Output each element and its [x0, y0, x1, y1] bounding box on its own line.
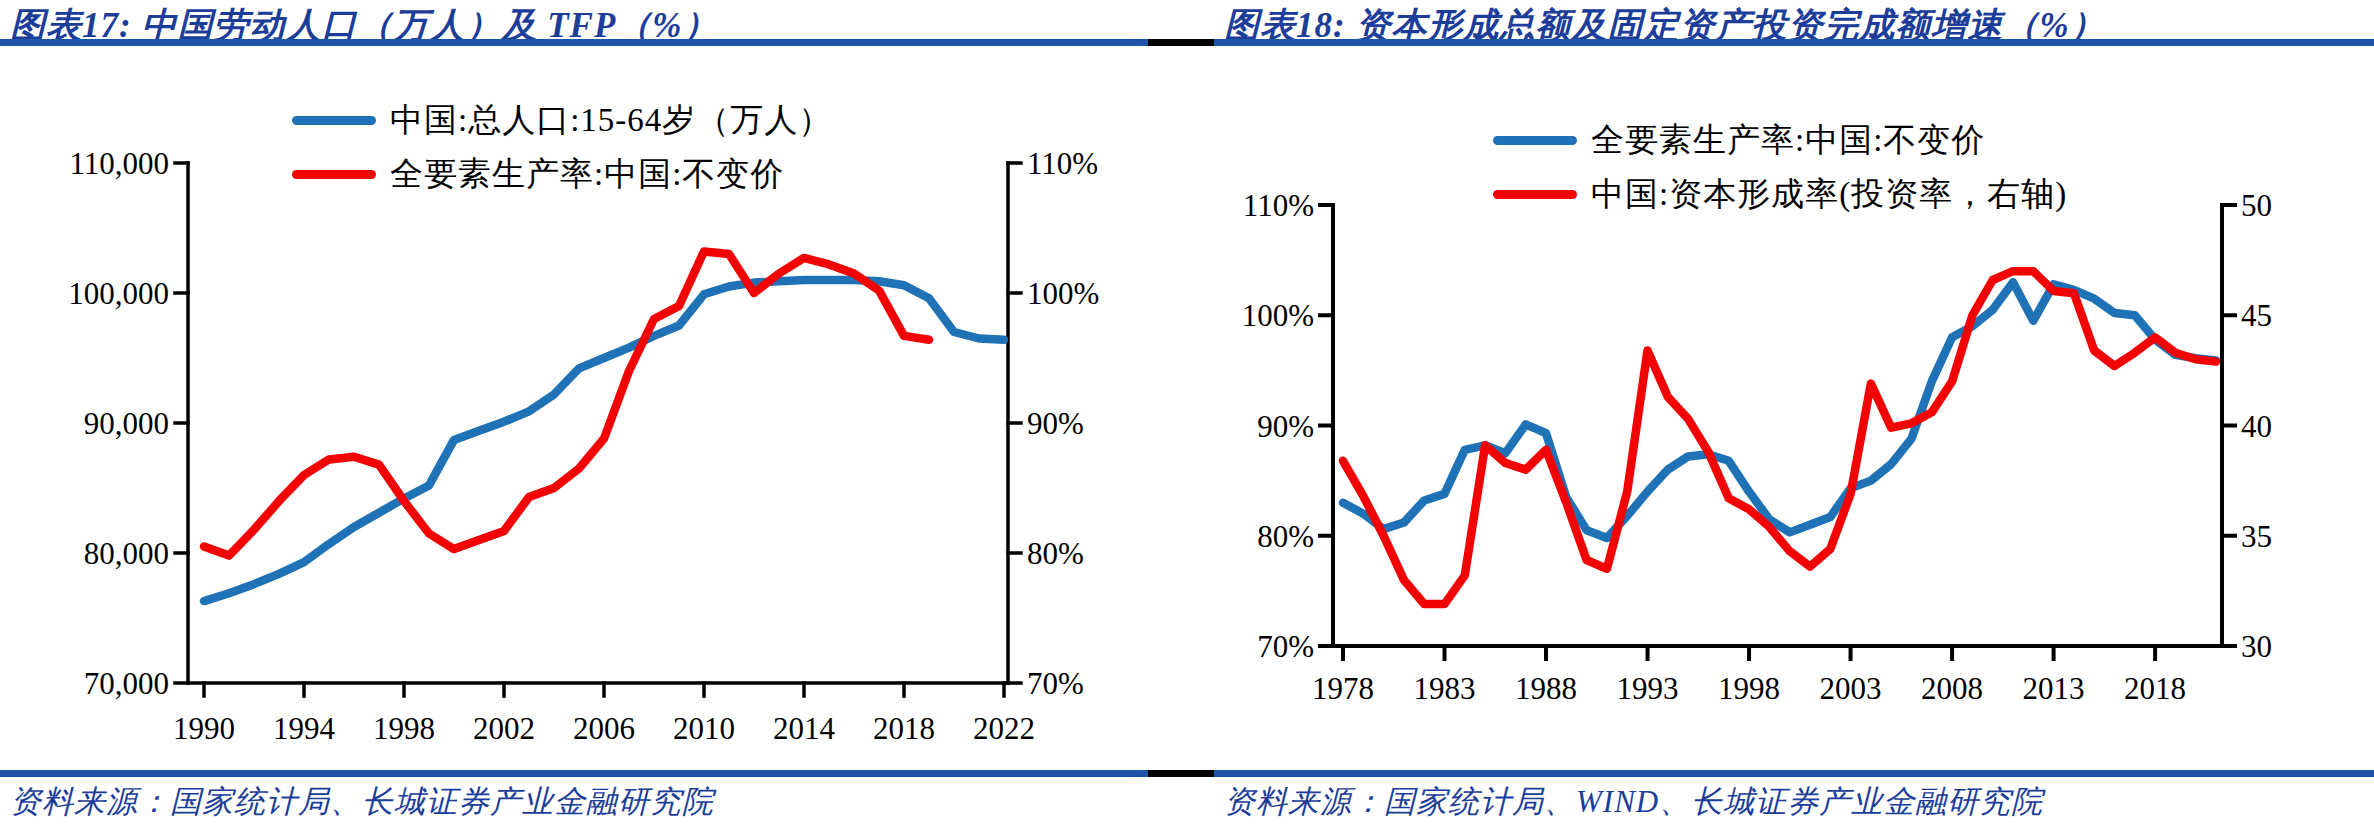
footer-rule-blue-right	[1214, 770, 2374, 777]
footer-rule	[0, 770, 2374, 777]
legend-label: 全要素生产率:中国:不变价	[390, 152, 784, 197]
svg-text:35: 35	[2241, 519, 2272, 554]
svg-text:110,000: 110,000	[69, 146, 169, 181]
blue-line-swatch	[1493, 136, 1577, 145]
svg-text:90,000: 90,000	[84, 406, 169, 441]
svg-text:100%: 100%	[1242, 298, 1314, 333]
svg-text:2022: 2022	[973, 711, 1035, 746]
header-rule-blue-right	[1214, 39, 2374, 46]
svg-text:2008: 2008	[1921, 671, 1983, 706]
svg-text:90%: 90%	[1257, 409, 1314, 444]
report-figures-page: 图表17: 中国劳动人口（万人）及 TFP（%） 图表18: 资本形成总额及固定…	[0, 0, 2374, 826]
svg-text:45: 45	[2241, 298, 2272, 333]
blue-line-swatch	[292, 116, 376, 125]
svg-text:1988: 1988	[1515, 671, 1577, 706]
svg-text:90%: 90%	[1027, 406, 1084, 441]
svg-text:80%: 80%	[1257, 519, 1314, 554]
legend-item: 全要素生产率:中国:不变价	[292, 152, 832, 197]
svg-text:110%: 110%	[1027, 146, 1098, 181]
red-line-swatch	[292, 170, 376, 179]
svg-text:1983: 1983	[1414, 671, 1476, 706]
legend-item: 中国:资本形成率(投资率，右轴)	[1493, 172, 2067, 217]
header-rule-black-divider	[1148, 39, 1214, 46]
legend-item: 中国:总人口:15-64岁（万人）	[292, 98, 832, 143]
svg-text:2013: 2013	[2023, 671, 2085, 706]
svg-text:2010: 2010	[673, 711, 735, 746]
svg-text:110%: 110%	[1243, 188, 1314, 223]
figure-17-source: 资料来源：国家统计局、长城证券产业金融研究院	[10, 781, 714, 823]
svg-text:30: 30	[2241, 629, 2272, 664]
svg-text:2002: 2002	[473, 711, 535, 746]
svg-text:1993: 1993	[1617, 671, 1679, 706]
charts-row: 110,000 100,000 90,000 80,000 70,000 110% 100%…	[0, 46, 2374, 770]
svg-text:80,000: 80,000	[84, 536, 169, 571]
svg-text:2006: 2006	[573, 711, 635, 746]
svg-text:40: 40	[2241, 409, 2272, 444]
red-line-swatch	[1493, 190, 1577, 199]
svg-text:2014: 2014	[773, 711, 836, 746]
legend-label: 全要素生产率:中国:不变价	[1591, 118, 1985, 163]
svg-text:1990: 1990	[173, 711, 235, 746]
sources-row: 资料来源：国家统计局、长城证券产业金融研究院 资料来源：国家统计局、WIND、长…	[0, 777, 2374, 826]
svg-text:1998: 1998	[373, 711, 435, 746]
footer-rule-black-divider	[1148, 770, 1214, 777]
svg-text:1994: 1994	[273, 711, 336, 746]
svg-text:70,000: 70,000	[84, 666, 169, 701]
footer-rule-blue-left	[0, 770, 1148, 777]
header-rule-blue-left	[0, 39, 1148, 46]
svg-text:70%: 70%	[1027, 666, 1084, 701]
svg-text:2018: 2018	[2124, 671, 2186, 706]
legend-label: 中国:总人口:15-64岁（万人）	[390, 98, 832, 143]
legend-label: 中国:资本形成率(投资率，右轴)	[1591, 172, 2067, 217]
figure-17-chart-area: 110,000 100,000 90,000 80,000 70,000 110% 100%…	[12, 46, 1169, 770]
figure-18-source: 资料来源：国家统计局、WIND、长城证券产业金融研究院	[1224, 781, 2043, 823]
svg-text:2003: 2003	[1820, 671, 1882, 706]
svg-text:1998: 1998	[1718, 671, 1780, 706]
svg-text:2018: 2018	[873, 711, 935, 746]
svg-text:70%: 70%	[1257, 629, 1314, 664]
svg-text:50: 50	[2241, 188, 2272, 223]
legend-item: 全要素生产率:中国:不变价	[1493, 118, 2067, 163]
svg-text:80%: 80%	[1027, 536, 1084, 571]
figure-18-chart-area: 110% 100% 90% 80% 70% 50 45 40 35 30 1978 1983 1988 1…	[1193, 46, 2362, 770]
svg-text:100,000: 100,000	[68, 276, 169, 311]
header-rule	[0, 39, 2374, 46]
svg-text:1978: 1978	[1312, 671, 1374, 706]
svg-text:100%: 100%	[1027, 276, 1099, 311]
figure-18-legend: 全要素生产率:中国:不变价 中国:资本形成率(投资率，右轴)	[1493, 118, 2067, 217]
figure-titles-row: 图表17: 中国劳动人口（万人）及 TFP（%） 图表18: 资本形成总额及固定…	[0, 0, 2374, 40]
figure-17-legend: 中国:总人口:15-64岁（万人） 全要素生产率:中国:不变价	[292, 98, 832, 197]
